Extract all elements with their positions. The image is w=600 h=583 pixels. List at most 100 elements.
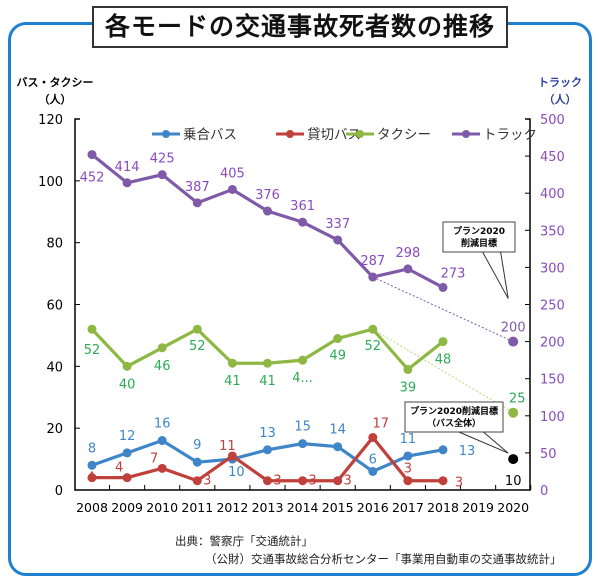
target-label: 200: [501, 321, 526, 336]
data-point: [333, 235, 343, 245]
data-point: [298, 476, 308, 486]
data-label: 12: [119, 429, 136, 444]
x-tick-label: 2008: [76, 500, 108, 515]
left-tick-label: 60: [46, 299, 63, 314]
data-label: 41: [259, 374, 276, 389]
data-point: [87, 460, 97, 470]
data-label: 376: [255, 188, 280, 203]
callout-pointer: [500, 251, 509, 299]
right-tick-label: 200: [540, 336, 565, 351]
x-tick-label: 2019: [462, 500, 494, 515]
data-point: [333, 334, 343, 344]
target-point: [508, 454, 519, 465]
data-label: 3: [308, 474, 316, 489]
data-point: [298, 217, 308, 227]
data-label: 13: [459, 444, 476, 459]
x-tick-label: 2020: [497, 500, 529, 515]
data-label: 298: [395, 246, 420, 261]
x-tick-label: 2013: [252, 500, 284, 515]
data-label: 287: [360, 254, 385, 269]
target-trend-line: [372, 276, 514, 343]
data-point: [192, 324, 202, 334]
data-label: 11: [219, 439, 236, 454]
series-line-1: [92, 434, 443, 483]
data-point: [87, 150, 97, 160]
series-line-0: [91, 438, 444, 474]
data-label: 52: [365, 339, 382, 354]
data-point: [122, 473, 132, 483]
data-label: 4: [115, 461, 123, 476]
data-label: 49: [329, 349, 346, 364]
data-label: 3: [455, 476, 463, 491]
data-point: [438, 337, 448, 347]
callout-pointer: [483, 431, 509, 454]
data-label: 11: [400, 432, 417, 447]
data-label: 3: [404, 462, 412, 477]
legend-marker: [356, 130, 364, 138]
data-point: [263, 445, 272, 455]
callout-text: プラン2020: [453, 225, 505, 237]
legend-label: 貸切バス: [307, 127, 361, 143]
data-label: 3: [203, 474, 211, 489]
right-axis-unit: （人）: [544, 92, 577, 106]
x-tick-label: 2009: [111, 500, 143, 515]
data-label: 15: [294, 420, 311, 435]
data-point: [87, 473, 97, 483]
data-label: 46: [154, 359, 171, 374]
data-label: 7: [150, 451, 158, 466]
data-label: 4: [87, 471, 95, 486]
target-trend-line: [372, 328, 514, 414]
source-line-2: （公財）交通事故総合分析センター「事業用自動車の交通事故統計」: [205, 552, 562, 566]
left-tick-label: 120: [38, 113, 63, 128]
x-tick-label: 2018: [427, 500, 459, 515]
data-point: [403, 451, 413, 461]
data-label: 4...: [292, 371, 313, 386]
legend-marker: [286, 130, 294, 138]
data-label: 40: [119, 377, 136, 392]
data-point: [368, 324, 378, 334]
data-label: 3: [344, 474, 352, 489]
data-point: [403, 364, 413, 374]
data-label: 41: [224, 374, 241, 389]
data-label: 39: [400, 380, 417, 395]
target-label: 25: [509, 392, 526, 407]
data-point: [403, 476, 413, 486]
data-point: [403, 264, 413, 274]
chart-title: 各モードの交通事故死者数の推移: [92, 6, 508, 48]
data-point: [298, 355, 308, 365]
data-point: [227, 184, 237, 194]
data-point: [438, 476, 448, 486]
right-tick-label: 50: [540, 447, 557, 462]
left-tick-label: 20: [46, 422, 63, 437]
series-line-3: [90, 153, 444, 289]
data-point: [192, 198, 202, 208]
x-tick-label: 2016: [357, 500, 389, 515]
target-point: [508, 336, 519, 347]
data-point: [192, 476, 202, 486]
right-tick-label: 350: [540, 224, 565, 239]
right-tick-label: 450: [540, 150, 565, 165]
data-point: [368, 466, 378, 476]
data-label: 452: [80, 171, 105, 186]
data-point: [227, 451, 237, 461]
right-tick-label: 150: [540, 373, 565, 388]
data-label: 405: [220, 166, 245, 181]
data-label: 13: [259, 426, 276, 441]
left-axis-unit: （人）: [39, 92, 72, 106]
data-label: 9: [193, 438, 201, 453]
left-tick-label: 0: [55, 484, 63, 499]
data-point: [157, 463, 167, 473]
data-point: [192, 457, 202, 467]
right-tick-label: 400: [540, 187, 565, 202]
x-tick-label: 2011: [181, 500, 213, 515]
data-point: [438, 282, 448, 292]
x-tick-label: 2012: [216, 500, 248, 515]
data-point: [263, 476, 272, 486]
left-axis-title: バス・タクシー: [17, 76, 94, 89]
data-label: 414: [115, 160, 140, 175]
data-point: [368, 432, 378, 442]
data-point: [298, 439, 308, 449]
data-point: [122, 361, 132, 371]
